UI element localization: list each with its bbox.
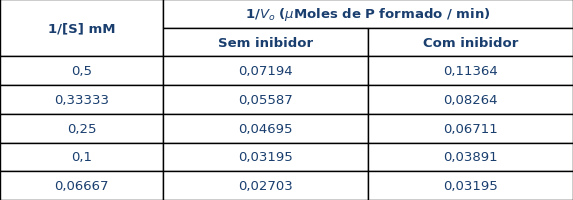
Bar (163, 143, 368, 171)
Bar (368, 114, 573, 143)
Bar (368, 86, 573, 114)
Bar (163, 0, 573, 29)
Bar (368, 57, 573, 86)
Bar (368, 29, 573, 57)
Bar (0, 0, 163, 57)
Bar (163, 29, 368, 57)
Text: 0,02703: 0,02703 (238, 179, 293, 192)
Text: 0,03891: 0,03891 (444, 151, 498, 164)
Text: Com inibidor: Com inibidor (423, 36, 518, 49)
Bar (368, 171, 573, 200)
Text: 0,03195: 0,03195 (238, 151, 293, 164)
Text: 0,06711: 0,06711 (443, 122, 498, 135)
Bar (163, 114, 368, 143)
Text: 0,11364: 0,11364 (443, 65, 498, 78)
Bar (368, 143, 573, 171)
Bar (163, 86, 368, 114)
Bar (0, 57, 163, 86)
Text: 0,04695: 0,04695 (238, 122, 293, 135)
Text: 1/$V_o$ ($\mu$Moles de P formado / min): 1/$V_o$ ($\mu$Moles de P formado / min) (245, 6, 491, 23)
Bar (163, 171, 368, 200)
Text: 0,03195: 0,03195 (443, 179, 498, 192)
Bar (0, 143, 163, 171)
Text: 0,06667: 0,06667 (54, 179, 109, 192)
Text: 0,5: 0,5 (71, 65, 92, 78)
Text: 0,25: 0,25 (67, 122, 96, 135)
Bar (0, 86, 163, 114)
Text: Sem inibidor: Sem inibidor (218, 36, 313, 49)
Bar (163, 57, 368, 86)
Bar (0, 114, 163, 143)
Bar (0, 171, 163, 200)
Text: 0,33333: 0,33333 (54, 94, 109, 106)
Text: 0,08264: 0,08264 (444, 94, 498, 106)
Text: 1/[S] mM: 1/[S] mM (48, 22, 115, 35)
Text: 0,1: 0,1 (71, 151, 92, 164)
Text: 0,07194: 0,07194 (238, 65, 293, 78)
Text: 0,05587: 0,05587 (238, 94, 293, 106)
